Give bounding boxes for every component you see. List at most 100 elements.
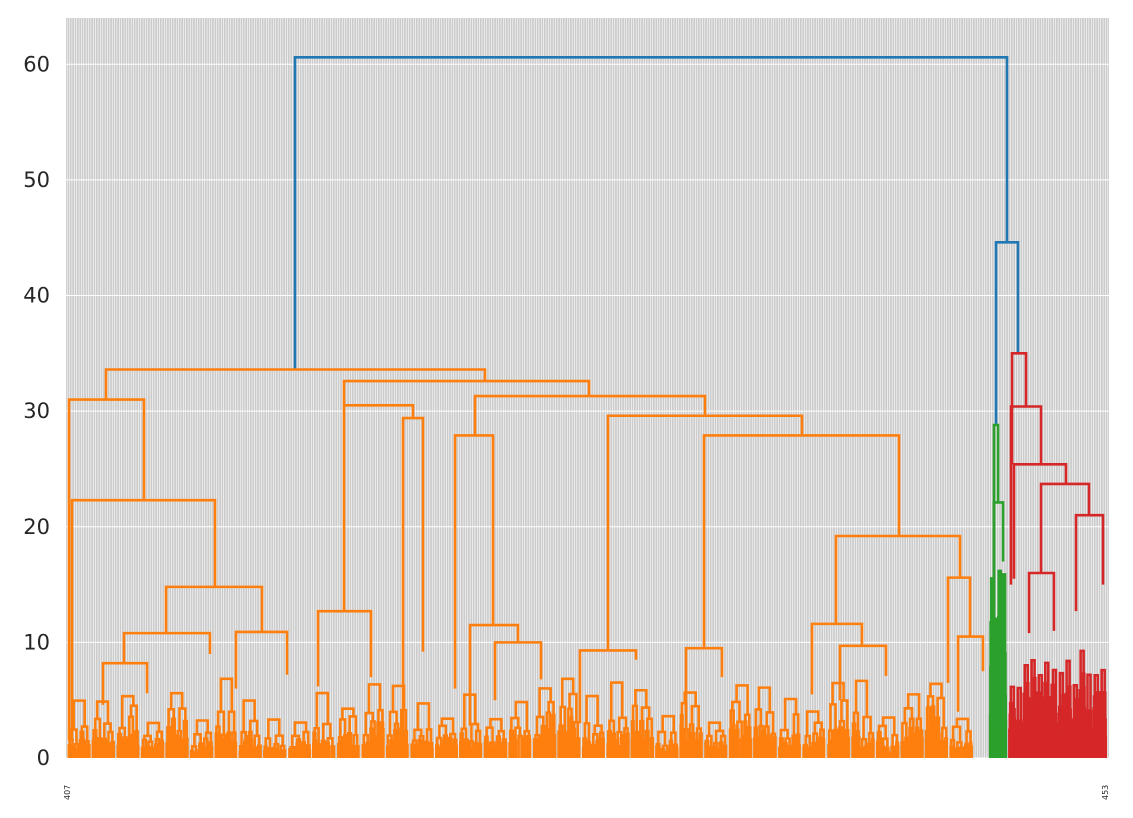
dendrogram-link — [1081, 672, 1086, 689]
dendrogram-link — [719, 734, 727, 746]
dendrogram-link — [337, 742, 342, 758]
dendrogram-link — [477, 742, 483, 758]
dendrogram-link — [367, 683, 382, 714]
dendrogram-link — [805, 710, 820, 737]
dendrogram-link — [267, 718, 281, 739]
dendrogram-link — [736, 720, 743, 740]
dendrogram-link — [428, 742, 434, 749]
dendrogram-link — [182, 719, 189, 741]
dendrogram-link — [127, 737, 132, 758]
dendrogram-link — [1027, 571, 1056, 634]
dendrogram-link — [272, 746, 277, 758]
dendrogram-link — [453, 434, 495, 689]
dendrogram-link — [70, 745, 75, 758]
dendrogram-link — [634, 730, 640, 741]
dendrogram-link — [535, 715, 545, 736]
dendrogram-link — [315, 743, 321, 749]
dendrogram-link — [796, 744, 801, 758]
dendrogram-link — [522, 736, 527, 748]
dendrogram-link — [784, 737, 791, 747]
dendrogram-link — [731, 700, 741, 722]
dendrogram-link — [760, 729, 765, 758]
dendrogram-link — [290, 734, 300, 748]
dendrogram-link — [1086, 673, 1092, 712]
dendrogram-link — [598, 738, 603, 758]
dendrogram-link — [467, 746, 472, 758]
dendrogram-link — [586, 740, 592, 751]
dendrogram-link — [911, 735, 916, 758]
dendrogram-link — [595, 739, 600, 758]
dendrogram-link — [470, 747, 475, 758]
dendrogram-link — [307, 749, 312, 758]
dendrogram-link — [783, 741, 788, 758]
dendrogram-link — [513, 738, 518, 758]
dendrogram-link — [322, 745, 327, 758]
dendrogram-link — [451, 746, 456, 758]
dendrogram-link — [1088, 709, 1093, 736]
dendrogram-link — [463, 743, 468, 758]
dendrogram-link — [852, 711, 860, 732]
dendrogram-link — [1071, 718, 1076, 733]
dendrogram-link — [906, 693, 921, 719]
dendrogram-link — [273, 742, 280, 751]
dendrogram-link — [69, 728, 78, 745]
dendrogram-link — [413, 728, 423, 741]
dendrogram-link — [809, 748, 813, 758]
dendrogram-link — [955, 717, 970, 732]
dendrogram-link — [354, 744, 360, 758]
dendrogram-link — [238, 745, 244, 753]
dendrogram-link — [146, 721, 161, 736]
dendrogram-link — [728, 728, 733, 758]
dendrogram-link — [931, 717, 936, 758]
dendrogram-link — [1023, 664, 1030, 694]
dendrogram-link — [315, 747, 319, 758]
dendrogram-link — [569, 716, 574, 758]
dendrogram-link — [372, 735, 377, 758]
dendrogram-link — [72, 699, 87, 730]
dendrogram-link — [639, 719, 645, 741]
dendrogram-link — [969, 745, 973, 758]
dendrogram-link — [904, 736, 910, 758]
dendrogram-link — [1098, 708, 1103, 735]
dendrogram-link — [783, 697, 798, 731]
dendrogram-link — [227, 710, 236, 733]
dendrogram-link — [449, 732, 457, 740]
dendrogram-link — [159, 739, 165, 747]
dendrogram-link — [233, 742, 238, 758]
dendrogram-link — [680, 736, 685, 758]
dendrogram-link — [1018, 722, 1023, 735]
dendrogram-link — [551, 713, 556, 736]
dendrogram-link — [744, 713, 751, 728]
dendrogram-link — [949, 738, 956, 749]
dendrogram-link — [859, 746, 865, 758]
dendrogram-link — [763, 741, 768, 758]
dendrogram-link — [714, 729, 725, 744]
dendrogram-link — [170, 717, 177, 736]
dendrogram-link — [377, 708, 384, 723]
dendrogram-link — [680, 701, 688, 730]
dendrogram-link — [718, 741, 724, 758]
dendrogram-link — [778, 746, 783, 758]
dendrogram-link — [769, 739, 775, 758]
dendrogram-links — [67, 56, 1108, 758]
dendrogram-link — [564, 738, 568, 758]
dendrogram-link — [393, 728, 398, 758]
dendrogram-link — [97, 737, 103, 746]
dendrogram-link — [989, 621, 994, 689]
dendrogram-link — [375, 740, 380, 758]
dendrogram-link — [787, 744, 793, 758]
dendrogram-link — [649, 736, 655, 758]
dendrogram-link — [242, 699, 256, 733]
dendrogram-link — [1082, 706, 1087, 758]
dendrogram-link — [326, 736, 334, 747]
dendrogram-link — [488, 741, 496, 746]
dendrogram-link — [790, 745, 795, 758]
dendrogram-link — [917, 740, 922, 758]
dendrogram-link — [608, 742, 613, 758]
dendrogram-link — [135, 744, 140, 758]
dendrogram-link — [956, 635, 985, 712]
dendrogram-link — [223, 739, 228, 758]
dendrogram-link — [1036, 691, 1041, 714]
dendrogram-link — [754, 708, 763, 728]
dendrogram-link — [91, 739, 96, 758]
